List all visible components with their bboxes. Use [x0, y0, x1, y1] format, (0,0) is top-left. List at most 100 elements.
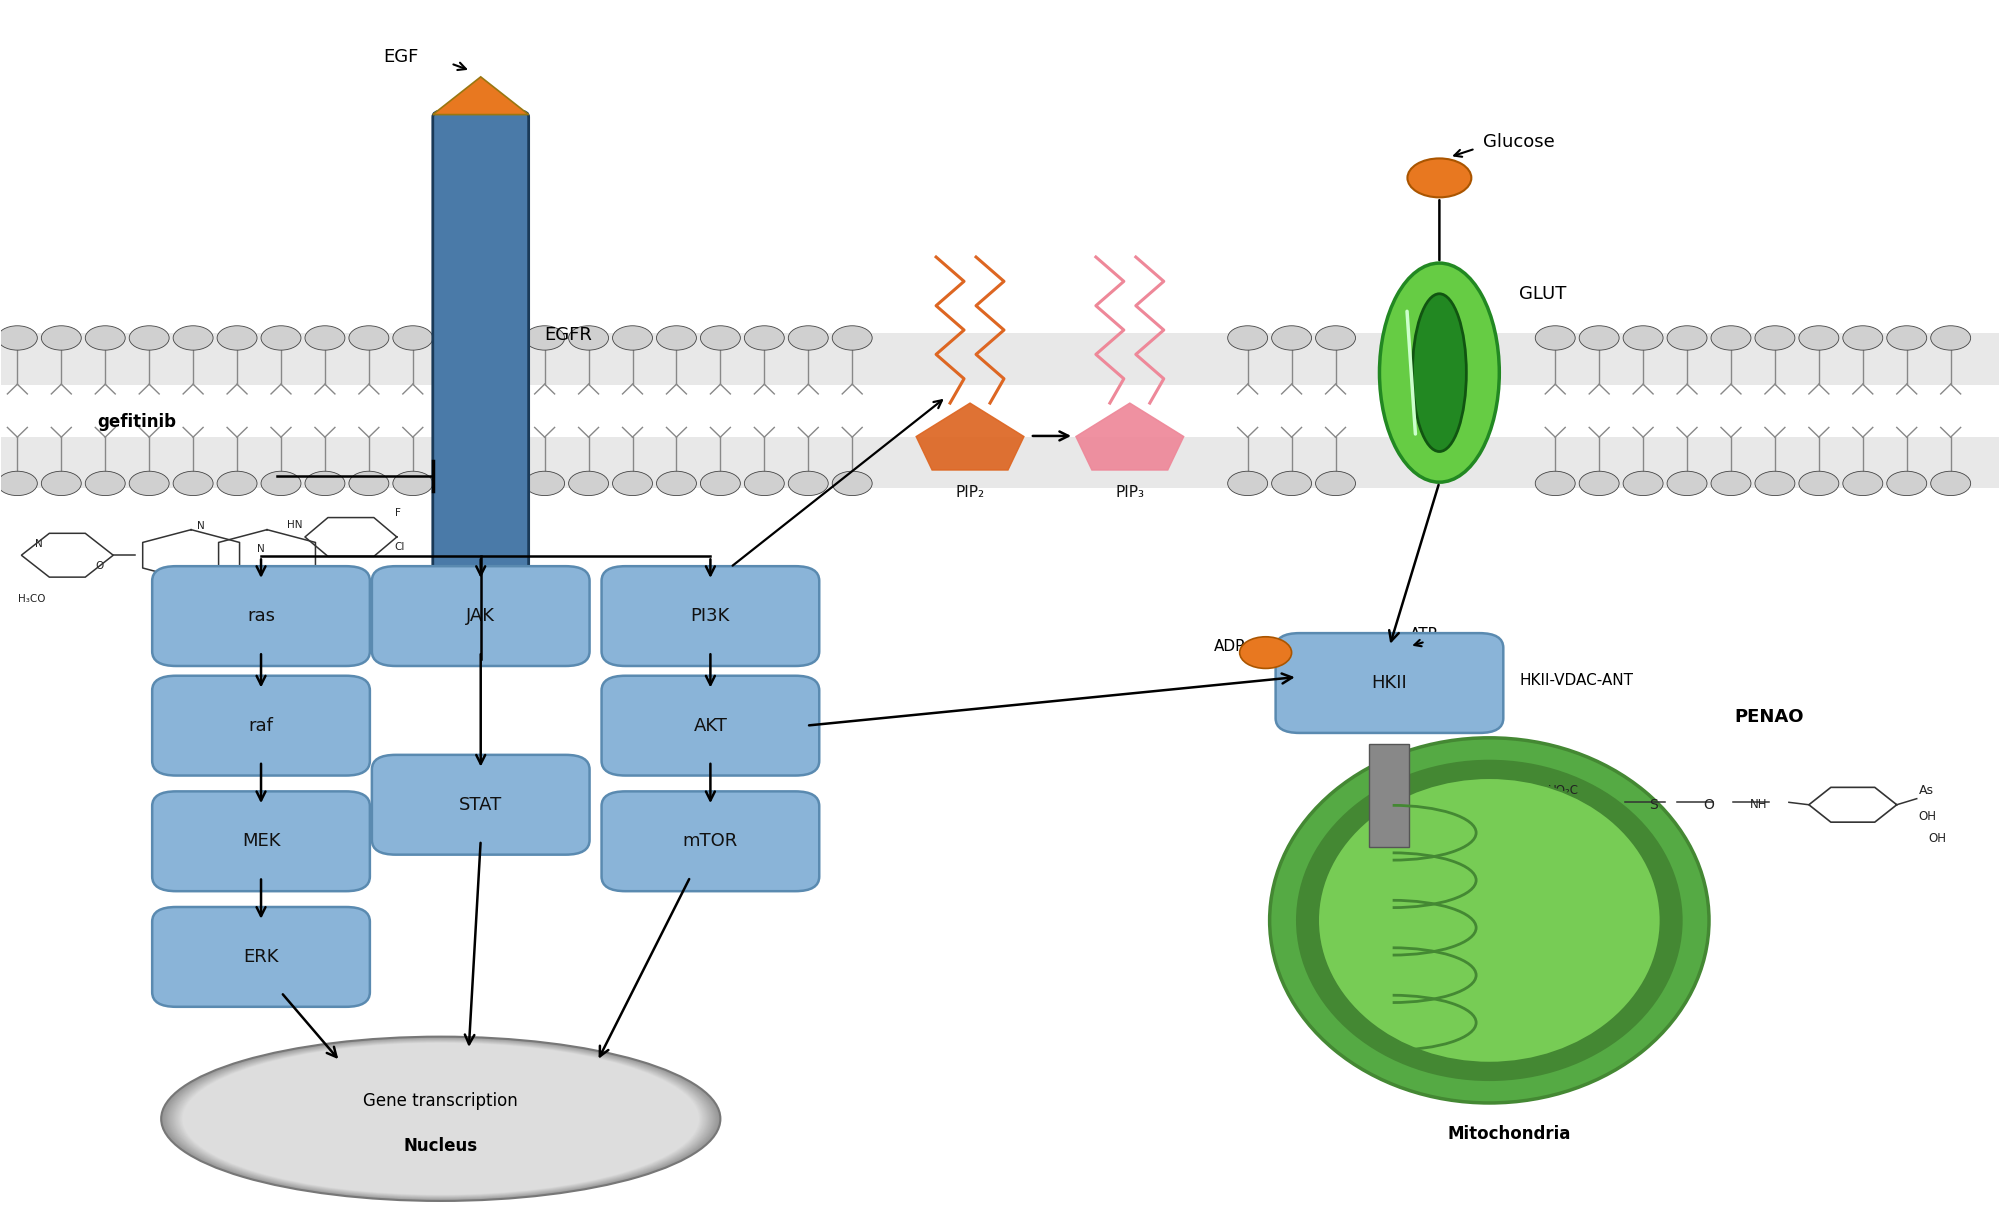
Circle shape [174, 326, 214, 350]
Circle shape [348, 471, 388, 495]
Text: AKT: AKT [694, 716, 728, 734]
FancyBboxPatch shape [1370, 744, 1410, 848]
FancyBboxPatch shape [152, 906, 370, 1006]
Text: ATP: ATP [1410, 627, 1438, 642]
Text: Glucose: Glucose [1484, 133, 1556, 151]
Ellipse shape [182, 1043, 700, 1194]
Text: ERK: ERK [244, 948, 278, 966]
Circle shape [568, 471, 608, 495]
Circle shape [1842, 471, 1882, 495]
Circle shape [568, 326, 608, 350]
Circle shape [218, 326, 258, 350]
Text: H₃CO: H₃CO [18, 594, 46, 604]
Text: HKII: HKII [1372, 673, 1408, 692]
Circle shape [1712, 471, 1750, 495]
Circle shape [524, 471, 564, 495]
Text: raf: raf [248, 716, 274, 734]
Bar [2, 437, 1998, 488]
Ellipse shape [168, 1039, 712, 1199]
Circle shape [1754, 326, 1794, 350]
Circle shape [656, 471, 696, 495]
Circle shape [1580, 326, 1620, 350]
Text: NH₂: NH₂ [1556, 816, 1580, 830]
Text: HN: HN [288, 520, 302, 529]
Text: As: As [1918, 783, 1934, 797]
Circle shape [218, 471, 258, 495]
Ellipse shape [1412, 294, 1466, 451]
Circle shape [744, 471, 784, 495]
Ellipse shape [164, 1037, 718, 1200]
Ellipse shape [170, 1039, 712, 1198]
Circle shape [86, 326, 126, 350]
Circle shape [1886, 326, 1926, 350]
Circle shape [1316, 326, 1356, 350]
Ellipse shape [176, 1041, 704, 1197]
Circle shape [524, 326, 564, 350]
Circle shape [1930, 326, 1970, 350]
Text: EGFR: EGFR [544, 326, 592, 344]
Ellipse shape [174, 1041, 708, 1197]
Ellipse shape [168, 1038, 714, 1199]
Circle shape [1798, 471, 1838, 495]
Text: Mitochondria: Mitochondria [1448, 1125, 1570, 1143]
Ellipse shape [1296, 760, 1682, 1081]
Circle shape [130, 471, 170, 495]
Ellipse shape [1380, 264, 1500, 482]
Text: gefitinib: gefitinib [98, 414, 176, 431]
Ellipse shape [180, 1042, 702, 1196]
Circle shape [744, 326, 784, 350]
Text: N: N [258, 544, 264, 554]
Circle shape [174, 471, 214, 495]
FancyBboxPatch shape [602, 566, 820, 666]
Text: Cl: Cl [394, 542, 406, 551]
FancyBboxPatch shape [602, 676, 820, 776]
Ellipse shape [182, 1043, 700, 1196]
Text: NH: NH [1750, 798, 1768, 811]
Ellipse shape [174, 1041, 706, 1197]
Circle shape [788, 326, 828, 350]
Ellipse shape [1318, 778, 1660, 1063]
Text: HKII-VDAC-ANT: HKII-VDAC-ANT [1520, 673, 1634, 688]
Text: O: O [1704, 798, 1714, 811]
Text: N: N [198, 521, 204, 531]
Circle shape [262, 471, 300, 495]
FancyBboxPatch shape [1276, 633, 1504, 733]
Ellipse shape [164, 1038, 718, 1200]
Circle shape [832, 326, 872, 350]
FancyBboxPatch shape [372, 755, 590, 855]
Circle shape [0, 471, 38, 495]
Text: F: F [394, 508, 400, 517]
Circle shape [1228, 471, 1268, 495]
Circle shape [0, 326, 38, 350]
Circle shape [1668, 326, 1708, 350]
Circle shape [1624, 326, 1664, 350]
Circle shape [612, 471, 652, 495]
Circle shape [1798, 326, 1838, 350]
Polygon shape [1076, 403, 1184, 470]
Circle shape [700, 471, 740, 495]
Circle shape [656, 326, 696, 350]
Text: HO₂C: HO₂C [1548, 783, 1580, 797]
Text: OH: OH [1928, 832, 1946, 845]
Circle shape [1842, 326, 1882, 350]
Text: PENAO: PENAO [1734, 708, 1804, 726]
Ellipse shape [166, 1038, 714, 1199]
Polygon shape [432, 77, 528, 115]
Ellipse shape [162, 1037, 720, 1200]
Circle shape [42, 471, 82, 495]
Circle shape [304, 471, 344, 495]
Ellipse shape [166, 1038, 716, 1199]
Circle shape [130, 326, 170, 350]
Circle shape [700, 326, 740, 350]
Text: MEK: MEK [242, 832, 280, 850]
Text: PI3K: PI3K [690, 608, 730, 625]
Text: N: N [36, 539, 44, 549]
Circle shape [1930, 471, 1970, 495]
Ellipse shape [178, 1042, 704, 1196]
Circle shape [788, 471, 828, 495]
Text: EGF: EGF [384, 48, 418, 66]
Circle shape [1408, 159, 1472, 198]
Circle shape [1240, 637, 1292, 669]
Text: PIP₃: PIP₃ [1116, 484, 1144, 500]
Circle shape [1668, 471, 1708, 495]
